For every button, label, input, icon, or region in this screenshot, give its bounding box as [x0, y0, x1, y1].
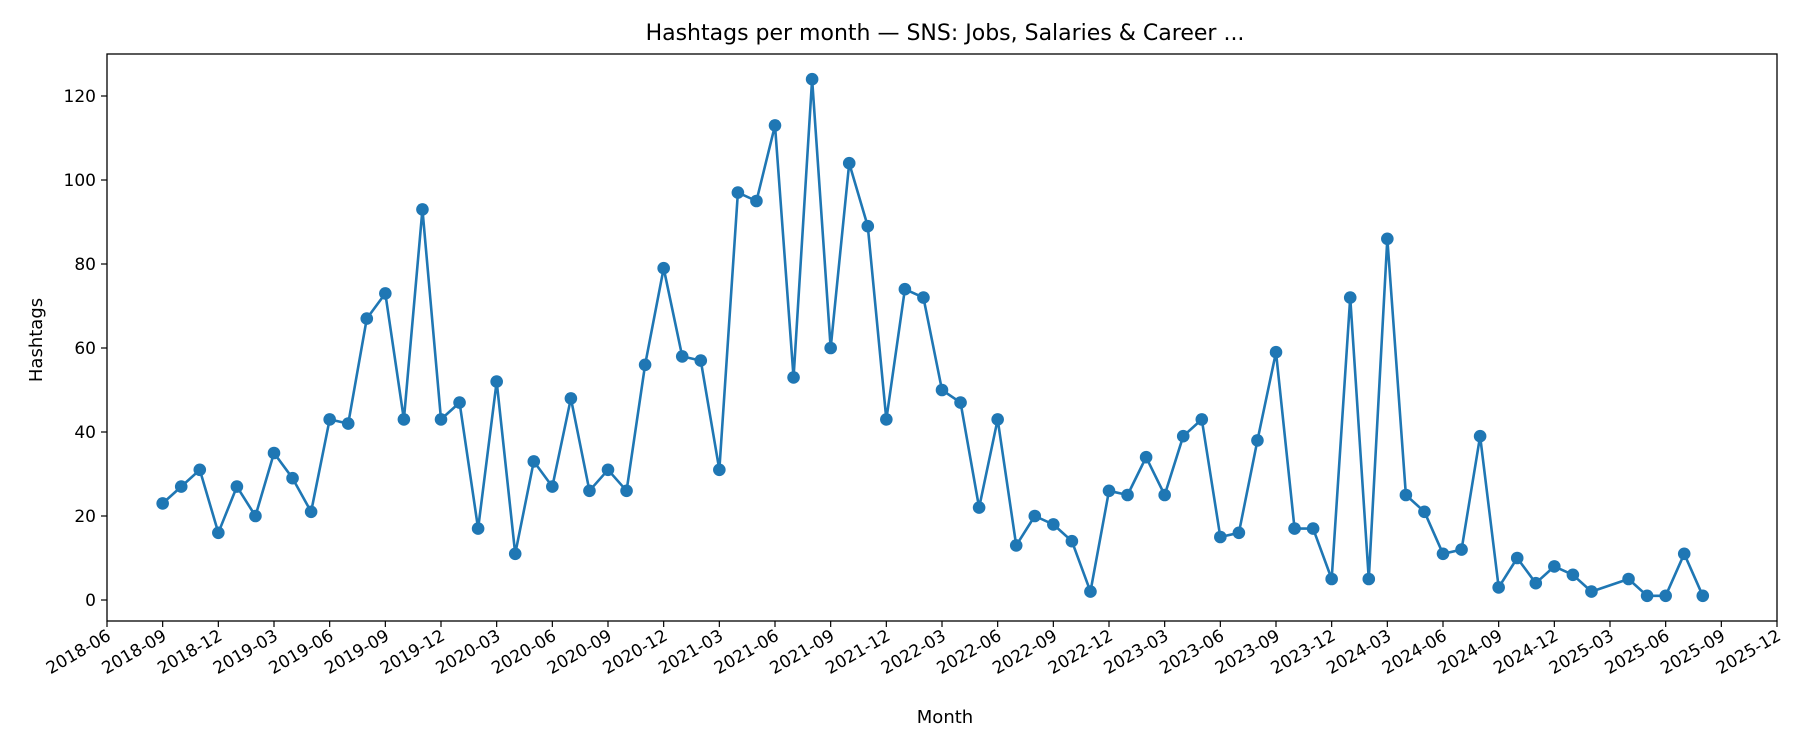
data-point: [1436, 547, 1450, 561]
data-point: [1566, 568, 1580, 582]
data-point: [1121, 488, 1134, 502]
data-point: [880, 413, 893, 426]
data-point: [1492, 581, 1505, 594]
data-point: [490, 375, 503, 388]
data-point: [397, 413, 411, 426]
y-tick-label: 0: [85, 591, 96, 611]
data-point: [713, 463, 726, 477]
data-point: [360, 312, 374, 325]
data-point: [1195, 413, 1209, 426]
data-point: [434, 413, 448, 426]
data-point: [1510, 551, 1524, 565]
data-point: [657, 261, 670, 275]
data-point: [212, 526, 225, 540]
data-point: [731, 186, 745, 199]
data-point: [1399, 488, 1413, 502]
data-point: [471, 522, 485, 535]
data-point: [508, 547, 522, 561]
data-point: [1659, 589, 1672, 603]
data-point: [1548, 560, 1561, 573]
data-point: [230, 480, 244, 493]
data-point: [1084, 585, 1097, 598]
data-point: [1455, 543, 1468, 556]
data-point: [1640, 589, 1654, 603]
data-point: [1102, 484, 1116, 498]
data-point: [267, 446, 281, 460]
y-axis-label: Hashtags: [26, 298, 47, 382]
data-point: [1381, 232, 1394, 246]
data-point: [620, 484, 633, 498]
data-point: [1047, 518, 1060, 531]
data-point: [675, 350, 689, 363]
data-point: [1585, 585, 1598, 598]
data-point: [1009, 539, 1023, 552]
data-point: [1158, 488, 1171, 502]
data-point: [750, 194, 763, 208]
data-point: [1343, 291, 1357, 304]
data-point: [249, 509, 262, 523]
data-point: [1028, 509, 1042, 523]
data-point: [286, 471, 299, 485]
data-point: [323, 413, 336, 426]
data-point: [787, 371, 800, 384]
data-point: [156, 497, 169, 510]
data-point: [1529, 576, 1543, 590]
data-point: [601, 463, 615, 477]
data-point: [1251, 434, 1264, 447]
data-point: [954, 396, 967, 409]
y-tick-label: 100: [64, 171, 96, 191]
data-point: [1418, 505, 1431, 519]
data-point: [1176, 429, 1190, 443]
data-point: [1325, 572, 1338, 586]
data-point: [898, 282, 912, 296]
data-point: [824, 341, 837, 355]
data-point: [341, 417, 355, 430]
data-point: [1139, 450, 1153, 464]
y-tick-label: 20: [74, 507, 96, 527]
data-point: [304, 505, 318, 519]
data-point: [583, 484, 596, 498]
data-point: [972, 501, 986, 514]
data-point: [546, 480, 559, 493]
data-point: [1232, 526, 1246, 540]
data-point: [564, 392, 578, 405]
data-point: [416, 203, 429, 216]
data-point: [1065, 534, 1079, 548]
data-point: [1473, 429, 1487, 443]
data-point: [805, 72, 819, 86]
data-point: [453, 396, 466, 409]
data-point: [174, 480, 188, 493]
y-tick-label: 40: [74, 423, 96, 443]
data-point: [768, 119, 782, 132]
data-point: [694, 354, 708, 367]
data-point: [1622, 572, 1635, 586]
y-tick-label: 120: [64, 87, 96, 107]
x-axis-label: Month: [917, 707, 973, 728]
data-point: [1696, 589, 1710, 603]
data-point: [1214, 530, 1227, 544]
data-point: [379, 287, 392, 300]
data-point: [1288, 522, 1301, 535]
data-point: [917, 291, 930, 304]
data-point: [638, 358, 652, 372]
plot-frame: [106, 53, 1778, 622]
data-point: [1677, 547, 1691, 561]
data-point: [842, 156, 856, 170]
data-point: [527, 455, 541, 468]
chart-title: Hashtags per month — SNS: Jobs, Salaries…: [646, 21, 1245, 46]
data-points: [156, 72, 1710, 603]
y-axis-ticks: 0 20 40 60 80 100 120: [64, 87, 107, 611]
data-point: [1269, 345, 1283, 359]
data-point: [1362, 572, 1376, 586]
data-point: [991, 413, 1004, 426]
data-point: [861, 219, 875, 233]
data-point: [1306, 522, 1320, 535]
y-tick-label: 60: [74, 339, 96, 359]
y-tick-label: 80: [74, 255, 96, 275]
data-point: [193, 463, 207, 477]
data-point: [935, 383, 949, 397]
